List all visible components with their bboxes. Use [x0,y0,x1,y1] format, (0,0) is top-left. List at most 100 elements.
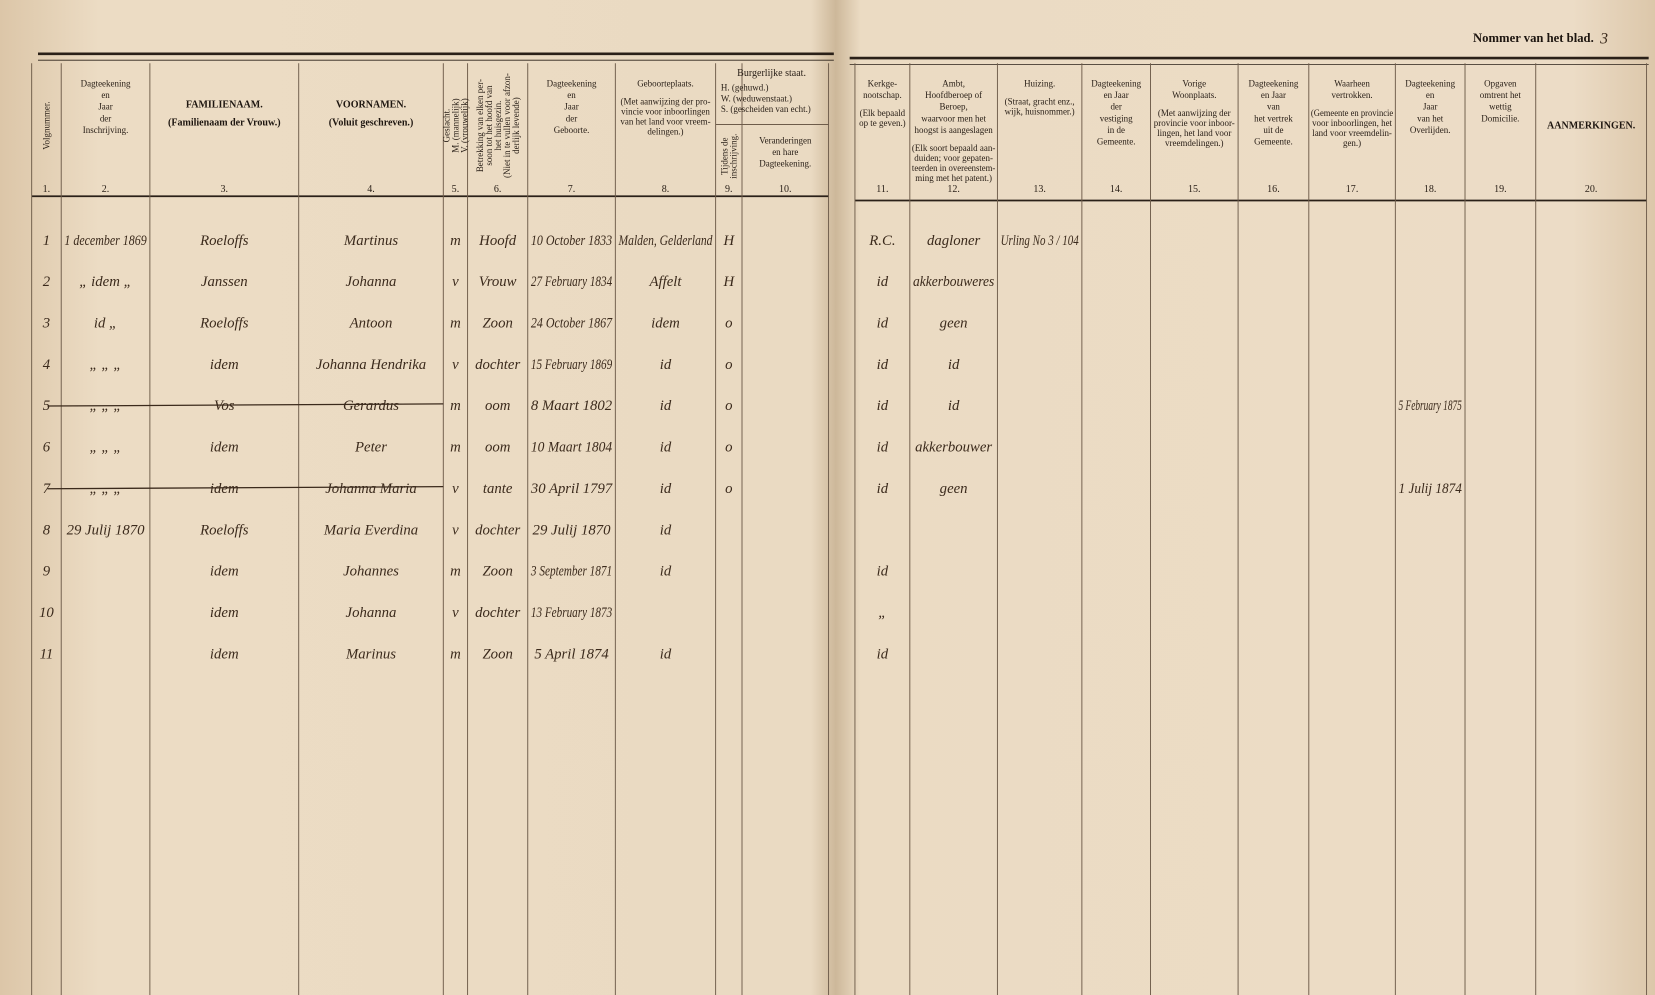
entry: Maria Everdina [323,522,418,538]
column-heading: waarvoor men het [921,113,986,123]
column-heading: uit de [1263,125,1283,135]
column-heading: (Straat, gracht enz., [1005,96,1075,106]
column-heading: Geslacht. [442,109,452,143]
column-heading: Dagteekening [81,79,131,89]
entry: Gerardus [343,398,399,414]
column-number: 10. [779,184,792,195]
entry: tante [483,481,513,497]
entry: id [877,481,889,497]
entry: id [877,357,889,373]
entry: 13 February 1873 [531,605,612,621]
column-heading: duiden; voor gepaten- [914,153,993,163]
column-heading: Kerkge- [868,79,897,89]
group-note: S. (gescheiden van echt.) [721,104,811,114]
entry: idem [210,564,239,580]
column-heading: der [566,113,577,123]
entry: id [877,274,889,290]
column-number: 3. [221,184,229,195]
entry: Vos [214,398,235,414]
entry: 3 September 1871 [530,564,612,580]
entry: id [660,398,672,414]
entry: 5 [43,398,50,414]
entry: idem [210,646,239,662]
column-heading: Opgaven [1484,79,1517,89]
group-note: H. (gehuwd.) [721,83,769,93]
entry: idem [210,605,239,621]
entry: akkerbouweres [913,274,994,290]
column-number: 16. [1267,184,1280,195]
strike-line [47,403,444,407]
entry: m [450,398,461,414]
entry: v [452,605,459,621]
entry: 8 Maart 1802 [531,398,613,414]
entry: 1 Julij 1874 [1399,481,1463,497]
column-heading: (Met aanwijzing der pro- [621,96,711,106]
column-heading: Veranderingen [759,136,812,146]
column-heading: Huizing. [1024,79,1055,89]
entry: Peter [354,440,387,456]
entry: Zoon [482,316,512,332]
entry: Janssen [201,274,248,290]
column-heading: Jaar [1423,102,1437,112]
entry: 10 October 1833 [531,233,612,249]
column-heading: omtrent het [1480,90,1522,100]
column-number: 15. [1188,184,1201,195]
entry: geen [940,316,968,332]
column-heading: Waarheen [1334,79,1370,89]
entry: m [450,564,461,580]
entry: 24 October 1867 [531,316,613,332]
entry: m [450,316,461,332]
column-heading: inschrijving. [728,134,738,179]
entry: geen [940,481,968,497]
column-number: 9. [725,184,733,195]
entry: 4 [43,357,51,373]
column-heading: AANMERKINGEN. [1547,121,1636,132]
entry: v [452,274,459,290]
entry: Roeloffs [199,233,249,249]
column-number: 1. [43,184,51,195]
column-heading: wettig [1489,102,1512,112]
sheet-number: 3 [1599,30,1608,47]
entry: id „ [94,316,117,332]
entry: H [722,233,735,249]
column-heading: nootschap. [863,90,902,100]
column-number: 7. [568,184,576,195]
column-number: 13. [1033,184,1046,195]
entry: 2 [43,274,51,290]
column-heading: hoogst is aangeslagen [915,125,994,135]
column-heading: vincie voor inboorlingen [621,106,710,116]
column-heading: provincie voor inboor- [1154,118,1235,128]
top-rules [31,52,1649,202]
entry: Affelt [648,274,682,290]
entry: oom [485,440,511,456]
column-number: 20. [1585,184,1598,195]
column-heading: land voor vreemdelin- [1312,128,1392,138]
entry: Johanna [346,605,397,621]
column-heading: vreemdelingen.) [1165,138,1224,148]
column-heading: (Elk bepaald [860,108,906,118]
entry: Johanna Hendrika [316,357,426,373]
column-heading: (Gemeente en provincie [1311,108,1393,118]
column-heading: Tijdens de [719,137,729,174]
column-heading: voor inboorlingen, het [1312,118,1392,128]
entry: m [450,646,461,662]
column-heading: Overlijden. [1410,125,1451,135]
entry: Antoon [349,316,393,332]
column-number: 19. [1494,184,1507,195]
column-heading: Gemeente. [1254,137,1293,147]
column-heading: vestiging [1100,113,1133,123]
column-number: 14. [1110,184,1123,195]
entry: Johanna [346,274,397,290]
column-heading: Dagteekening [547,79,597,89]
sheet-label: Nommer van het blad. [1473,31,1594,45]
entry: m [450,233,461,249]
entry: H [722,274,735,290]
column-heading: V. (vrouwelijk) [460,98,470,153]
entry: 11 [40,646,54,662]
entry: idem [210,481,239,497]
column-heading: Ambt, [942,79,965,89]
column-heading: Dagteekening. [759,159,811,169]
